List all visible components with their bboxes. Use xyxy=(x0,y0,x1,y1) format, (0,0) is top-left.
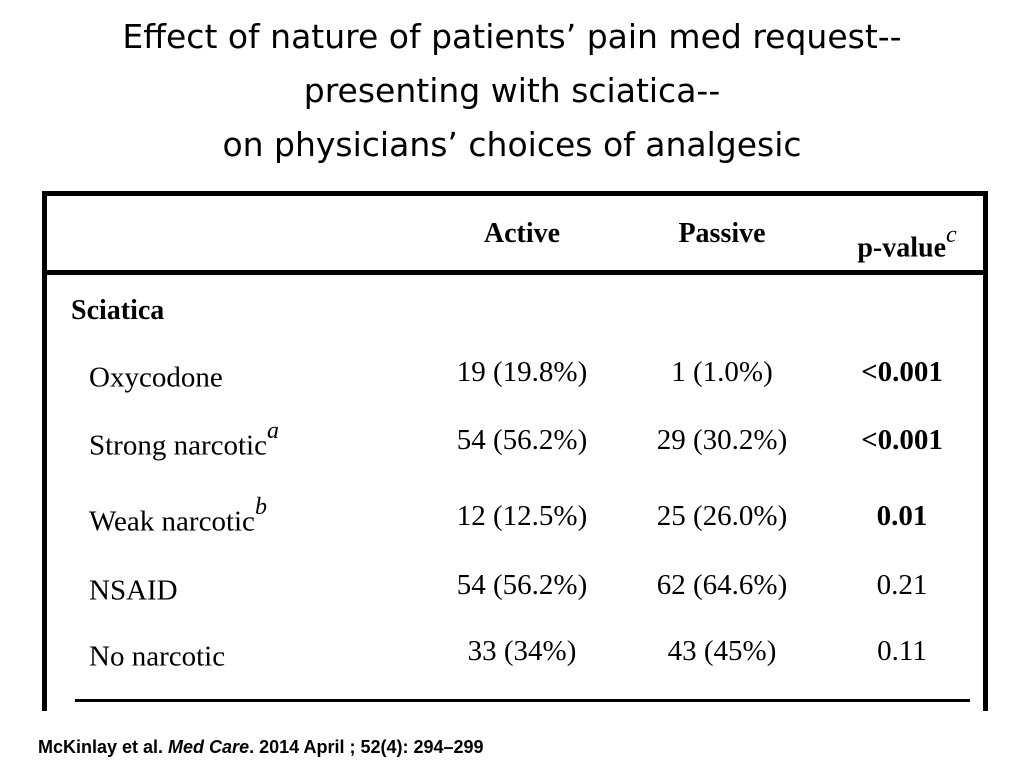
row-label: NSAID xyxy=(89,569,178,608)
title-line-1: Effect of nature of patients’ pain med r… xyxy=(122,17,902,56)
cell-passive: 29 (30.2%) xyxy=(656,424,788,456)
row-label-text: Strong narcotic xyxy=(89,429,267,462)
column-header-passive: Passive xyxy=(678,218,766,249)
cell-passive: 25 (26.0%) xyxy=(656,500,788,532)
column-header-active: Active xyxy=(483,218,561,249)
title-line-3: on physicians’ choices of analgesic xyxy=(222,125,802,164)
cell-pvalue: 0.11 xyxy=(877,635,927,667)
citation-details: . 2014 April ; 52(4): 294–299 xyxy=(249,737,484,757)
row-label: Strong narcotica xyxy=(89,418,279,463)
table-row: NSAID 54 (56.2%) 62 (64.6%) 0.21 xyxy=(47,569,983,609)
table-row: Strong narcotica 54 (56.2%) 29 (30.2%) <… xyxy=(47,418,983,464)
row-label-text: No narcotic xyxy=(89,640,226,673)
column-header-pvalue: p-valuec xyxy=(827,222,983,264)
row-label-text: NSAID xyxy=(89,574,178,607)
cell-passive: 1 (1.0%) xyxy=(671,356,773,388)
row-label: No narcotic xyxy=(89,635,225,674)
pvalue-header-label: p-value xyxy=(857,232,947,264)
cell-pvalue: 0.01 xyxy=(876,500,928,532)
cell-pvalue: <0.001 xyxy=(861,424,943,456)
cell-active: 33 (34%) xyxy=(467,635,577,667)
table-row: Oxycodone 19 (19.8%) 1 (1.0%) <0.001 xyxy=(47,356,983,396)
cell-active: 12 (12.5%) xyxy=(456,500,588,532)
cell-passive: 62 (64.6%) xyxy=(656,569,788,601)
citation: McKinlay et al. Med Care. 2014 April ; 5… xyxy=(38,737,484,758)
citation-authors: McKinlay et al. xyxy=(38,737,169,757)
cell-passive: 43 (45%) xyxy=(667,635,777,667)
section-label-sciatica: Sciatica xyxy=(71,295,165,326)
row-footnote-marker: a xyxy=(266,418,279,444)
citation-journal: Med Care xyxy=(168,737,250,757)
pvalue-footnote-marker: c xyxy=(946,222,957,248)
table-row: No narcotic 33 (34%) 43 (45%) 0.11 xyxy=(47,635,983,675)
header-divider xyxy=(47,270,983,275)
cell-pvalue: 0.21 xyxy=(876,569,928,601)
cell-active: 19 (19.8%) xyxy=(456,356,588,388)
table-row: Weak narcoticb 12 (12.5%) 25 (26.0%) 0.0… xyxy=(47,494,983,540)
results-table: Active Passive p-valuec Sciatica Oxycodo… xyxy=(42,191,988,711)
row-label: Weak narcoticb xyxy=(89,494,267,539)
cell-active: 54 (56.2%) xyxy=(456,569,588,601)
slide-title: Effect of nature of patients’ pain med r… xyxy=(0,10,1024,172)
cell-active: 54 (56.2%) xyxy=(456,424,588,456)
row-label: Oxycodone xyxy=(89,356,223,395)
row-label-text: Oxycodone xyxy=(89,361,223,394)
cell-pvalue: <0.001 xyxy=(861,356,943,388)
row-footnote-marker: b xyxy=(254,494,267,520)
title-line-2: presenting with sciatica-- xyxy=(303,71,721,110)
row-label-text: Weak narcotic xyxy=(89,505,255,538)
table-bottom-rule xyxy=(75,699,970,702)
